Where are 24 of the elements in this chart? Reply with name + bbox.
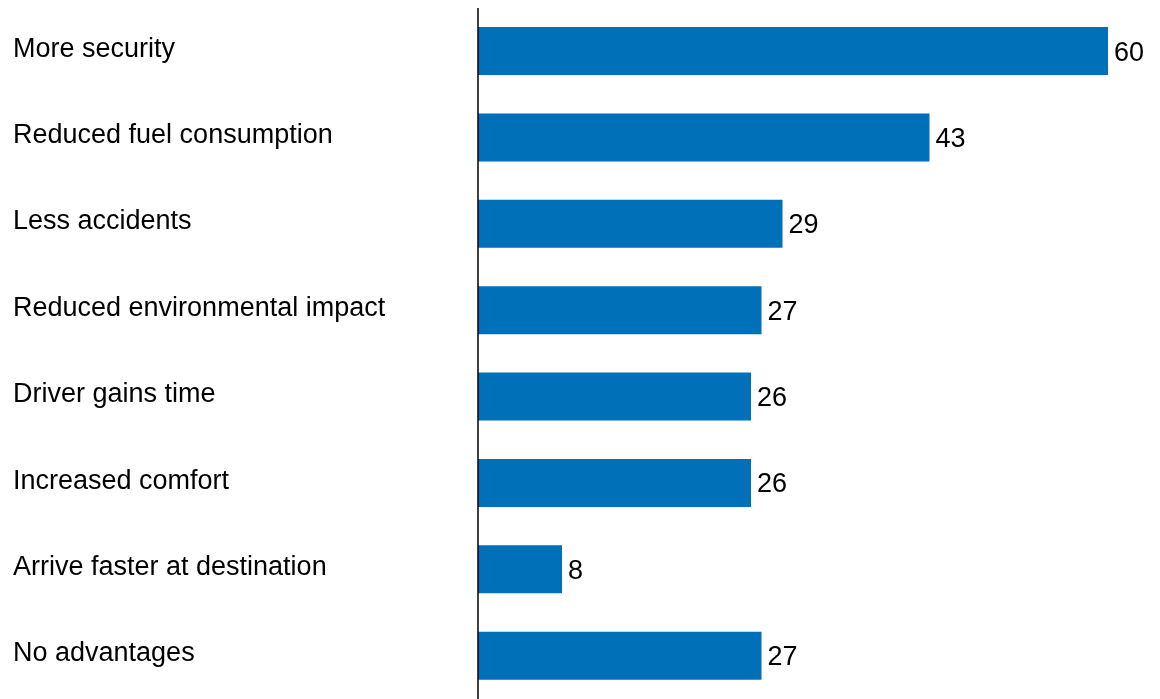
- y-tick-label: Reduced environmental impact: [13, 291, 386, 322]
- bar: [478, 631, 762, 680]
- y-tick-label: Driver gains time: [13, 378, 216, 409]
- bar: [478, 27, 1108, 75]
- bar: [478, 286, 762, 335]
- bar: [478, 545, 562, 594]
- data-label: 26: [757, 382, 788, 413]
- bar: [478, 458, 751, 507]
- bar: [478, 372, 751, 421]
- bar: [478, 199, 783, 248]
- y-tick-label: Increased comfort: [13, 464, 230, 495]
- bar: [478, 113, 930, 162]
- data-label: 43: [935, 122, 966, 153]
- data-label: 27: [767, 641, 798, 672]
- data-label: 8: [568, 554, 584, 585]
- data-label: 60: [1114, 36, 1145, 67]
- y-tick-label: More security: [13, 32, 176, 63]
- data-label: 26: [757, 468, 788, 499]
- y-tick-label: Less accidents: [13, 205, 192, 236]
- y-tick-label: No advantages: [13, 637, 195, 668]
- data-label: 27: [767, 295, 798, 326]
- y-tick-label: Arrive faster at destination: [13, 550, 327, 581]
- data-label: 29: [788, 209, 819, 240]
- y-tick-label: Reduced fuel consumption: [13, 119, 333, 150]
